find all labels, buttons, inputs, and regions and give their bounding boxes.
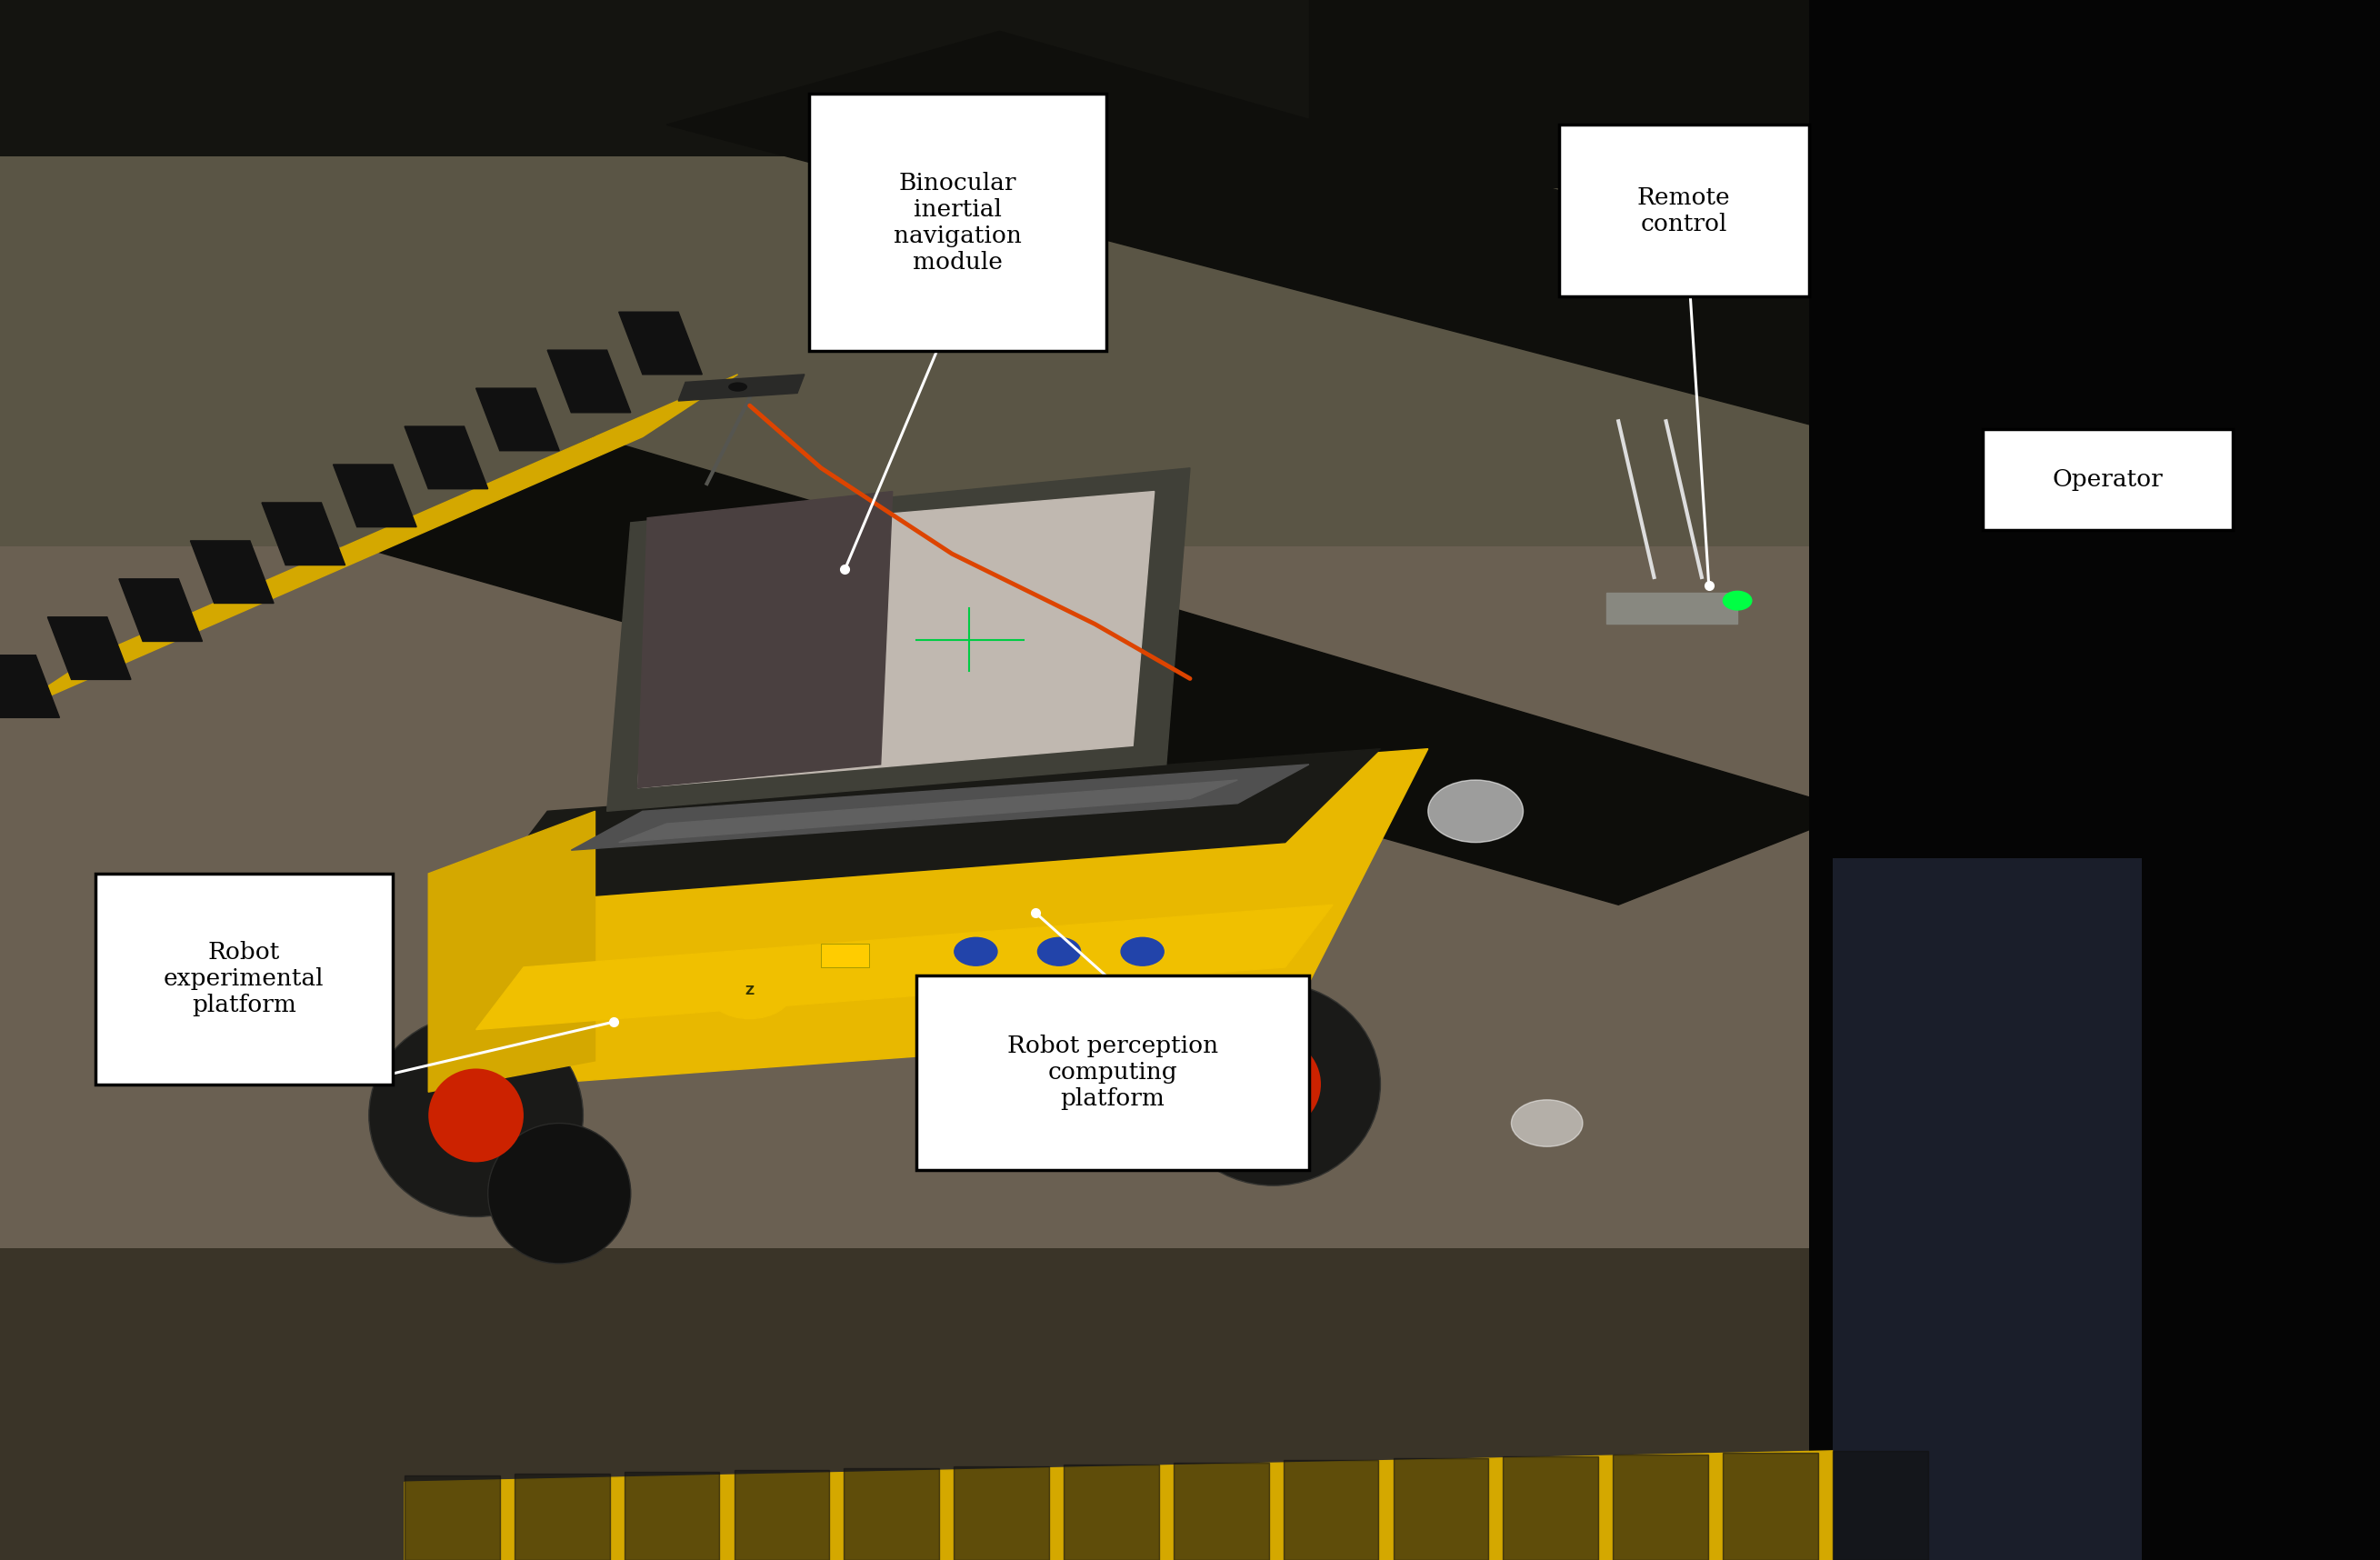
FancyBboxPatch shape	[809, 94, 1107, 351]
Text: Robot perception
computing
platform: Robot perception computing platform	[1007, 1034, 1219, 1111]
Text: Robot
experimental
platform: Robot experimental platform	[164, 941, 324, 1017]
Polygon shape	[428, 811, 595, 1092]
Text: Z: Z	[745, 984, 754, 997]
Polygon shape	[262, 502, 345, 565]
Polygon shape	[619, 312, 702, 374]
Ellipse shape	[1166, 983, 1380, 1186]
Polygon shape	[1614, 1454, 1709, 1560]
Polygon shape	[638, 491, 1154, 788]
Polygon shape	[1833, 1451, 1928, 1560]
Bar	[0, 0, 2380, 546]
Polygon shape	[1723, 1452, 1818, 1560]
Polygon shape	[619, 780, 1238, 842]
Bar	[1809, 0, 2380, 1560]
Polygon shape	[733, 1470, 828, 1560]
Bar	[821, 944, 869, 967]
Ellipse shape	[488, 1123, 631, 1264]
Bar	[0, 1248, 2380, 1560]
Circle shape	[1511, 1100, 1583, 1147]
Ellipse shape	[428, 1069, 524, 1162]
Polygon shape	[357, 437, 1856, 905]
Polygon shape	[638, 491, 892, 788]
FancyBboxPatch shape	[1983, 429, 2232, 530]
Polygon shape	[1504, 1457, 1599, 1560]
Text: Binocular
inertial
navigation
module: Binocular inertial navigation module	[895, 172, 1021, 273]
Polygon shape	[48, 618, 131, 680]
Polygon shape	[954, 1466, 1050, 1560]
Polygon shape	[476, 749, 1380, 905]
Circle shape	[707, 963, 793, 1019]
Circle shape	[1121, 938, 1164, 966]
Polygon shape	[1309, 0, 1856, 187]
Polygon shape	[607, 468, 1190, 811]
FancyBboxPatch shape	[95, 874, 393, 1084]
Polygon shape	[1606, 593, 1737, 624]
Polygon shape	[666, 31, 2094, 437]
Polygon shape	[547, 349, 631, 412]
Bar	[1833, 858, 2142, 1560]
Bar	[0, 0, 2380, 156]
Ellipse shape	[369, 1014, 583, 1217]
Polygon shape	[1064, 1465, 1159, 1560]
Polygon shape	[405, 1476, 500, 1560]
Circle shape	[1723, 591, 1752, 610]
Polygon shape	[119, 579, 202, 641]
Polygon shape	[190, 541, 274, 604]
Polygon shape	[476, 905, 1333, 1030]
Polygon shape	[405, 426, 488, 488]
Text: Remote
control: Remote control	[1637, 186, 1730, 236]
Polygon shape	[1283, 1460, 1378, 1560]
FancyBboxPatch shape	[1559, 125, 1809, 296]
Polygon shape	[678, 374, 804, 401]
Polygon shape	[1173, 1462, 1269, 1560]
Polygon shape	[405, 1451, 1833, 1560]
FancyBboxPatch shape	[916, 975, 1309, 1170]
Ellipse shape	[1226, 1037, 1321, 1131]
Text: Operator: Operator	[2052, 468, 2163, 491]
Polygon shape	[571, 764, 1309, 850]
Polygon shape	[624, 1473, 719, 1560]
Polygon shape	[514, 1474, 609, 1560]
Circle shape	[267, 1002, 352, 1058]
Polygon shape	[845, 1468, 940, 1560]
Polygon shape	[428, 749, 1428, 1092]
Polygon shape	[333, 465, 416, 527]
Circle shape	[1428, 780, 1523, 842]
Polygon shape	[0, 655, 60, 718]
Circle shape	[954, 938, 997, 966]
Circle shape	[1038, 938, 1081, 966]
Polygon shape	[0, 374, 738, 718]
Ellipse shape	[728, 382, 747, 392]
Polygon shape	[1392, 1459, 1488, 1560]
Polygon shape	[476, 388, 559, 451]
